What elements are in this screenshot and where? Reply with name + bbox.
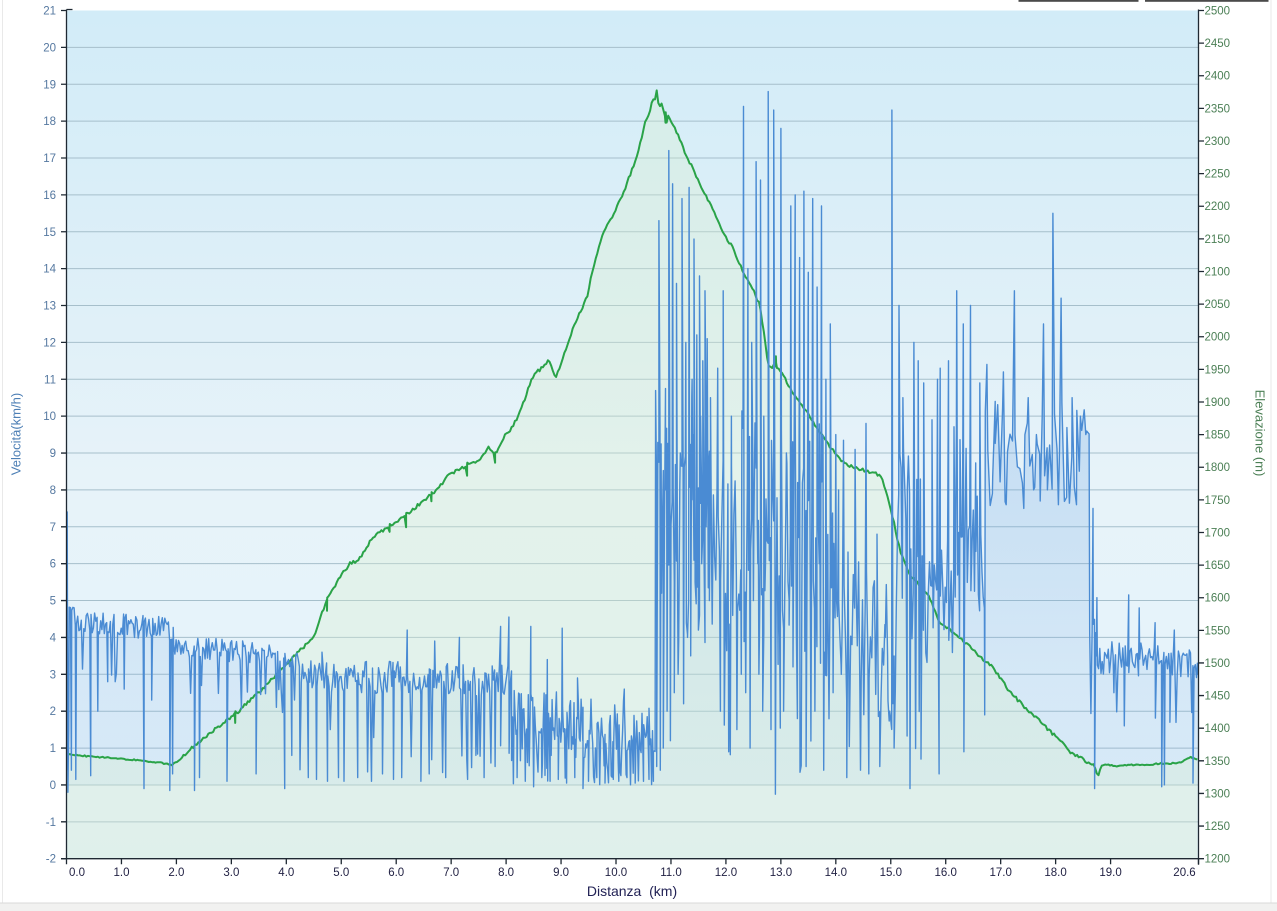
svg-text:11: 11	[44, 374, 56, 386]
svg-text:1450: 1450	[1205, 691, 1231, 703]
svg-text:19: 19	[43, 79, 56, 91]
svg-text:8.0: 8.0	[498, 867, 514, 879]
svg-text:6.0: 6.0	[388, 867, 404, 879]
svg-text:7.0: 7.0	[443, 867, 459, 879]
svg-text:4.0: 4.0	[278, 867, 294, 879]
svg-text:20: 20	[43, 42, 56, 54]
svg-text:3.0: 3.0	[223, 867, 239, 879]
svg-text:12.0: 12.0	[715, 867, 737, 879]
svg-text:5: 5	[50, 596, 56, 608]
svg-text:15: 15	[43, 227, 56, 239]
svg-text:20.6: 20.6	[1173, 867, 1195, 879]
svg-text:19.0: 19.0	[1099, 867, 1121, 879]
svg-text:7: 7	[50, 522, 56, 534]
svg-text:1350: 1350	[1205, 756, 1231, 768]
svg-text:1850: 1850	[1205, 430, 1231, 442]
svg-text:9.0: 9.0	[553, 867, 569, 879]
svg-text:2.0: 2.0	[168, 867, 184, 879]
svg-text:13.0: 13.0	[770, 867, 792, 879]
svg-text:1300: 1300	[1205, 789, 1231, 801]
svg-text:2450: 2450	[1205, 38, 1231, 50]
svg-text:10: 10	[43, 411, 56, 423]
svg-text:1400: 1400	[1205, 723, 1231, 735]
svg-text:2000: 2000	[1205, 332, 1231, 344]
svg-text:1.0: 1.0	[114, 867, 130, 879]
svg-text:1900: 1900	[1205, 397, 1231, 409]
svg-text:16.0: 16.0	[935, 867, 957, 879]
svg-text:17.0: 17.0	[990, 867, 1012, 879]
svg-text:1700: 1700	[1205, 528, 1231, 540]
svg-text:11.0: 11.0	[660, 867, 682, 879]
svg-text:3: 3	[50, 669, 56, 681]
svg-text:0: 0	[50, 780, 56, 792]
svg-text:2: 2	[50, 706, 56, 718]
svg-text:2150: 2150	[1205, 234, 1231, 246]
svg-text:1200: 1200	[1205, 854, 1231, 866]
svg-text:1800: 1800	[1205, 462, 1231, 474]
svg-text:1750: 1750	[1205, 495, 1231, 507]
svg-text:18: 18	[43, 116, 56, 128]
svg-text:6: 6	[50, 559, 56, 571]
svg-text:2200: 2200	[1205, 201, 1231, 213]
svg-text:Distanza (km): Distanza (km)	[587, 883, 677, 899]
svg-text:2400: 2400	[1205, 71, 1231, 83]
svg-text:18.0: 18.0	[1044, 867, 1066, 879]
svg-text:1: 1	[50, 743, 56, 755]
svg-text:17: 17	[43, 153, 56, 165]
svg-text:Velocità(km/h): Velocità(km/h)	[9, 393, 24, 475]
svg-text:13: 13	[43, 301, 56, 313]
svg-text:0.0: 0.0	[69, 867, 85, 879]
svg-text:4: 4	[50, 632, 57, 644]
svg-text:2350: 2350	[1205, 103, 1231, 115]
svg-text:1550: 1550	[1205, 625, 1231, 637]
svg-text:2250: 2250	[1205, 169, 1231, 181]
svg-text:-2: -2	[46, 854, 56, 866]
svg-text:2300: 2300	[1205, 136, 1231, 148]
svg-text:14: 14	[43, 264, 56, 276]
svg-text:14.0: 14.0	[825, 867, 847, 879]
svg-text:-1: -1	[46, 817, 56, 829]
svg-text:2050: 2050	[1205, 299, 1231, 311]
svg-text:12: 12	[43, 337, 56, 349]
svg-text:1500: 1500	[1205, 658, 1231, 670]
svg-text:9: 9	[50, 448, 56, 460]
svg-text:10.0: 10.0	[605, 867, 627, 879]
svg-text:8: 8	[50, 485, 56, 497]
svg-text:16: 16	[43, 190, 56, 202]
svg-text:2100: 2100	[1205, 267, 1231, 279]
svg-text:1250: 1250	[1205, 821, 1231, 833]
svg-text:Elevazione (m): Elevazione (m)	[1253, 390, 1268, 477]
svg-text:2500: 2500	[1205, 6, 1231, 18]
svg-text:15.0: 15.0	[880, 867, 902, 879]
svg-text:1600: 1600	[1205, 593, 1231, 605]
svg-text:1650: 1650	[1205, 560, 1231, 572]
svg-text:5.0: 5.0	[333, 867, 349, 879]
svg-text:1950: 1950	[1205, 364, 1231, 376]
svg-text:21: 21	[43, 6, 56, 18]
